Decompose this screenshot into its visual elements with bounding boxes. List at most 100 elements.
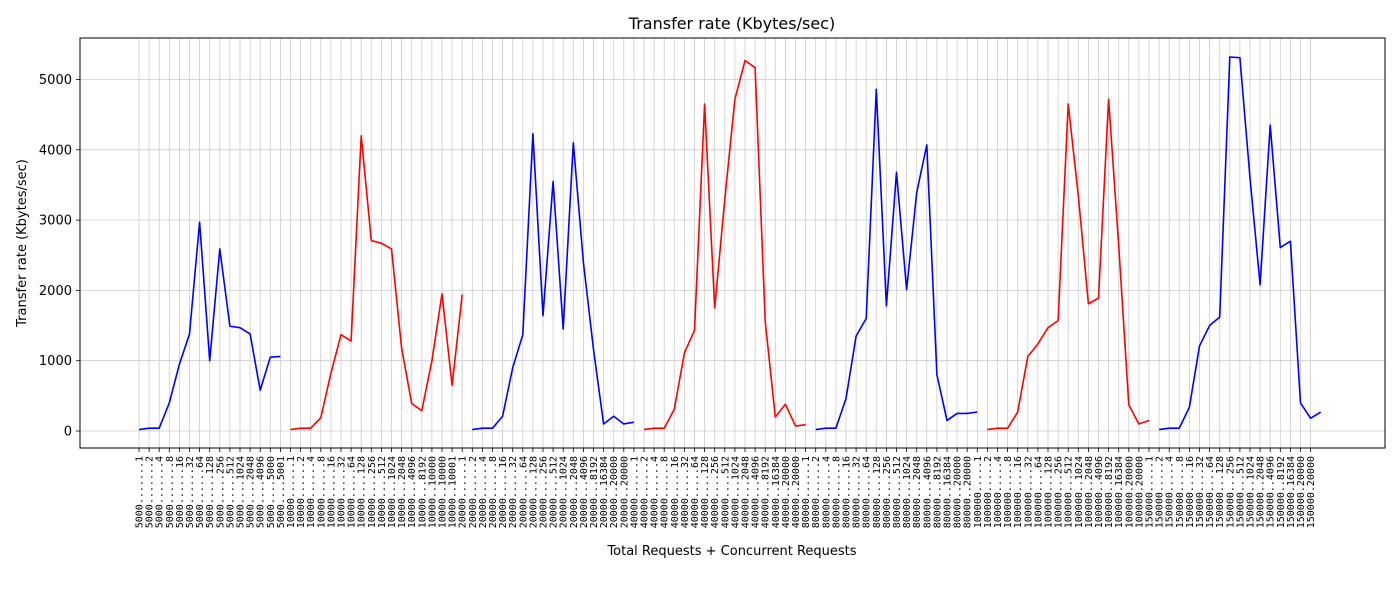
x-tick-label: 10000...1024 <box>387 456 398 528</box>
x-tick-label: 80000...2048 <box>912 456 923 528</box>
x-tick-label: 150000.....2 <box>1155 456 1166 528</box>
x-tick-label: 40000......4 <box>650 456 661 528</box>
x-tick-label: 100000...512 <box>1064 456 1075 528</box>
x-axis-label: Total Requests + Concurrent Requests <box>606 544 856 559</box>
x-tick-label: 20000......8 <box>488 456 499 528</box>
y-tick-label: 4000 <box>39 143 72 158</box>
x-tick-label: 10000....256 <box>367 456 378 528</box>
x-tick-label: 5000.....128 <box>205 456 216 528</box>
x-tick-label: 5000......16 <box>175 456 186 528</box>
x-tick-label: 20000..20000 <box>619 456 630 528</box>
x-tick-label: 40000..20000 <box>791 456 802 528</box>
x-tick-label: 40000..16384 <box>771 456 782 528</box>
x-tick-label: 150000.20000 <box>1296 456 1307 528</box>
y-tick-label: 1000 <box>39 354 72 369</box>
x-tick-label: 40000....128 <box>700 456 711 528</box>
y-tick-label: 5000 <box>39 73 72 88</box>
series-line-1 <box>138 221 281 431</box>
x-tick-label: 150000....64 <box>1205 456 1216 528</box>
series-line-3 <box>472 132 635 431</box>
series-line-7 <box>1158 56 1322 431</box>
x-tick-label: 150000...256 <box>1225 456 1236 528</box>
x-tick-label: 80000..20000 <box>963 456 974 528</box>
x-tick-label: 40000......8 <box>660 456 671 528</box>
x-tick-label: 80000.....64 <box>862 456 873 528</box>
x-tick-label: 20000......2 <box>468 456 479 528</box>
x-tick-label: 100000.....4 <box>993 456 1004 528</box>
x-tick-label: 150000..4096 <box>1266 456 1277 528</box>
x-tick-label: 10000...2048 <box>397 456 408 528</box>
x-tick-label: 40000...4096 <box>751 456 762 528</box>
x-tick-label: 40000.....16 <box>670 456 681 528</box>
x-tick-label: 20000.....16 <box>498 456 509 528</box>
x-tick-label: 80000......4 <box>821 456 832 528</box>
x-tick-label: 5000....5001 <box>276 456 287 528</box>
series-lines <box>138 56 1322 431</box>
x-tick-label: 10000......2 <box>296 456 307 528</box>
chart-title: Transfer rate (Kbytes/sec) <box>628 14 835 33</box>
y-tick-label: 3000 <box>39 214 72 229</box>
x-tick-label: 40000...2048 <box>741 456 752 528</box>
y-axis: 0 1000 2000 3000 4000 5000 <box>39 73 80 440</box>
x-tick-label: 20000......1 <box>458 456 469 528</box>
x-tick-label: 40000...1024 <box>730 456 741 528</box>
x-tick-label: 100000...256 <box>1054 456 1065 528</box>
x-tick-label: 40000.....32 <box>680 456 691 528</box>
x-tick-label: 80000..20000 <box>953 456 964 528</box>
x-tick-label: 5000......32 <box>185 456 196 528</box>
x-tick-label: 100000..2048 <box>1084 456 1095 528</box>
x-tick-label: 5000......64 <box>195 456 206 528</box>
x-tick-label: 150000.20000 <box>1306 456 1317 528</box>
x-tick-label: 20000...8192 <box>589 456 600 528</box>
x-tick-label: 80000...1024 <box>902 456 913 528</box>
x-tick-label: 5000....1024 <box>236 456 247 528</box>
x-tick-label: 100000..1024 <box>1074 456 1085 528</box>
x-tick-label: 5000....5000 <box>266 456 277 528</box>
x-tick-label: 40000......2 <box>640 456 651 528</box>
x-tick-label: 100000.16384 <box>1114 456 1125 528</box>
x-tick-label: 80000.....32 <box>852 456 863 528</box>
x-tick-label: 10000....512 <box>377 456 388 528</box>
y-tick-label: 2000 <box>39 284 72 299</box>
x-tick-label: 10000.....64 <box>347 456 358 528</box>
x-tick-label: 150000...512 <box>1235 456 1246 528</box>
x-tick-label: 100000.....1 <box>973 456 984 528</box>
x-tick-label: 150000..2048 <box>1256 456 1267 528</box>
x-tick-label: 80000...4096 <box>922 456 933 528</box>
x-tick-label: 5000.......2 <box>145 456 156 528</box>
y-axis-label: Transfer rate (Kbytes/sec) <box>15 159 30 328</box>
x-tick-label: 150000.....1 <box>1145 456 1156 528</box>
x-tick-label: 10000..10000 <box>427 456 438 528</box>
x-tick-label: 20000....256 <box>539 456 550 528</box>
x-tick-label: 20000..20000 <box>609 456 620 528</box>
x-tick-label: 40000....256 <box>710 456 721 528</box>
x-tick-label: 80000......8 <box>831 456 842 528</box>
x-tick-label: 100000.20000 <box>1134 456 1145 528</box>
x-tick-label: 40000...8192 <box>761 456 772 528</box>
series-line-4 <box>643 59 806 431</box>
x-tick-label: 100000....16 <box>1013 456 1024 528</box>
x-tick-label: 100000..4096 <box>1094 456 1105 528</box>
x-tick-label: 10000.....16 <box>326 456 337 528</box>
x-tick-label: 100000....64 <box>1033 456 1044 528</box>
x-tick-label: 10000...4096 <box>407 456 418 528</box>
x-tick-label: 150000.....4 <box>1165 456 1176 528</box>
x-tick-label: 5000.......4 <box>155 456 166 528</box>
x-tick-label: 20000..16384 <box>599 456 610 528</box>
x-tick-label: 5000.......8 <box>165 456 176 528</box>
x-tick-label: 10000....128 <box>357 456 368 528</box>
plot-frame <box>79 37 1386 449</box>
x-axis: 5000.......1 5000.......2 5000.......4 5000… <box>135 448 1317 528</box>
series-line-2 <box>290 134 463 431</box>
x-tick-label: 10000.....32 <box>337 456 348 528</box>
x-tick-label: 5000....4096 <box>256 456 267 528</box>
x-tick-label: 10000..10000 <box>438 456 449 528</box>
x-tick-label: 5000.......1 <box>135 456 146 528</box>
x-tick-label: 80000..16384 <box>943 456 954 528</box>
x-tick-label: 150000....16 <box>1185 456 1196 528</box>
x-tick-label: 20000...1024 <box>559 456 570 528</box>
x-tick-label: 150000...128 <box>1215 456 1226 528</box>
x-tick-label: 5000.....512 <box>225 456 236 528</box>
x-tick-label: 40000..20000 <box>781 456 792 528</box>
